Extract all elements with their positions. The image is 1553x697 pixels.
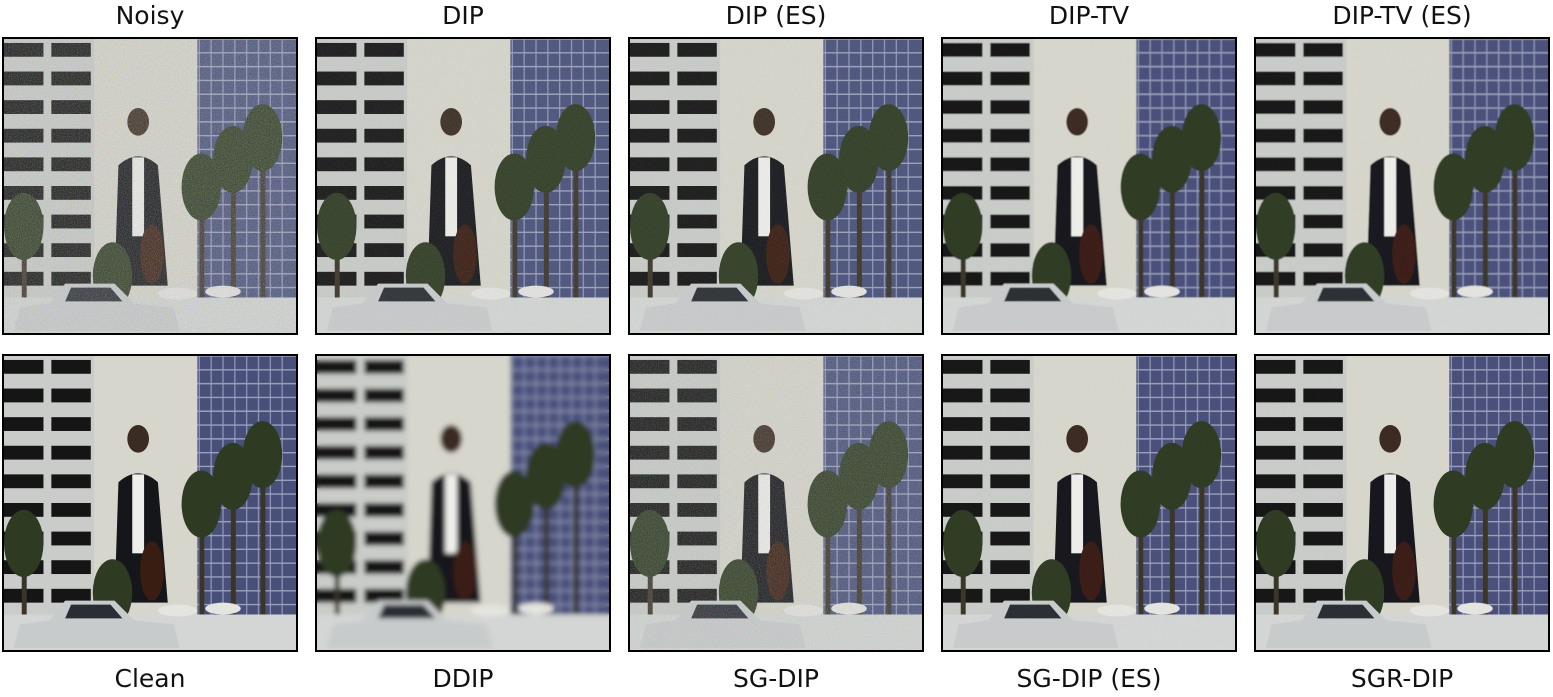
panel-dip	[315, 37, 611, 335]
scene-image	[317, 39, 609, 333]
panel-dip-es	[628, 37, 924, 335]
panel-sg-dip-es	[941, 354, 1237, 652]
scene-image	[317, 356, 609, 650]
panel-noisy	[2, 37, 298, 335]
scene-image	[630, 39, 922, 333]
label-dip-tv: DIP-TV	[1048, 1, 1130, 30]
panel-ddip	[315, 354, 611, 652]
panel-sg-dip	[628, 354, 924, 652]
scene-image	[1256, 356, 1548, 650]
scene-image	[4, 39, 296, 333]
scene-image	[4, 356, 296, 650]
label-dip: DIP	[442, 1, 484, 30]
panel-dip-tv-es	[1254, 37, 1550, 335]
scene-image	[630, 356, 922, 650]
label-dip-es: DIP (ES)	[725, 1, 827, 30]
label-sg-dip: SG-DIP	[733, 664, 819, 693]
panel-sgr-dip	[1254, 354, 1550, 652]
label-clean: Clean	[114, 664, 186, 693]
label-ddip: DDIP	[432, 664, 494, 693]
label-sgr-dip: SGR-DIP	[1350, 664, 1454, 693]
label-dip-tv-es: DIP-TV (ES)	[1332, 1, 1472, 30]
panel-clean	[2, 354, 298, 652]
scene-image	[943, 39, 1235, 333]
label-noisy: Noisy	[115, 1, 185, 30]
label-sg-dip-es: SG-DIP (ES)	[1016, 664, 1162, 693]
scene-image	[1256, 39, 1548, 333]
panel-dip-tv	[941, 37, 1237, 335]
scene-image	[943, 356, 1235, 650]
